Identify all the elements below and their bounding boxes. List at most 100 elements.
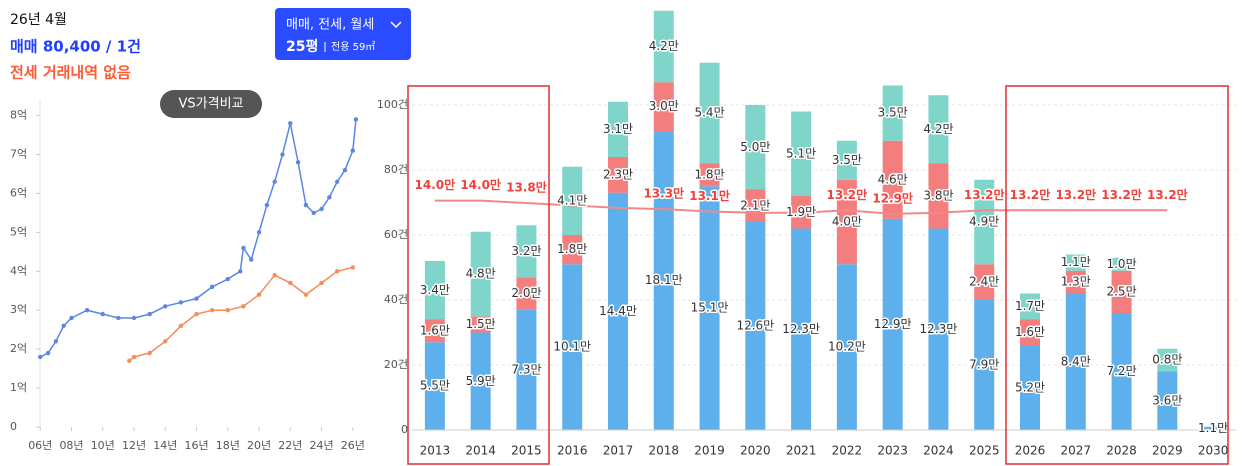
price-point <box>342 167 348 173</box>
x-tick-label: 2026 <box>1015 444 1046 458</box>
x-tick-label: 26년 <box>341 439 365 452</box>
segment-label: 0.8만 <box>1152 353 1182 367</box>
segment-label: 1.8만 <box>557 242 587 256</box>
line-label: 13.2만 <box>827 187 868 202</box>
segment-label: 2.0만 <box>511 286 541 300</box>
dropdown-types[interactable]: 매매, 전세, 월세 <box>286 18 374 33</box>
bar-segment <box>424 342 445 430</box>
x-tick-label: 08년 <box>59 439 83 452</box>
bar-segment <box>424 319 445 343</box>
bar-segment <box>470 332 491 430</box>
bar-segment <box>470 231 491 317</box>
y-tick-label: 3억 <box>10 303 27 316</box>
dropdown-size[interactable]: 25평 <box>286 38 318 55</box>
y-tick-label: 80건 <box>384 163 408 176</box>
y-tick-label: 100건 <box>377 98 408 111</box>
dropdown-bg[interactable] <box>275 8 411 60</box>
line-label: 13.3만 <box>643 186 684 201</box>
price-point <box>194 296 199 301</box>
bar-segment <box>1203 426 1224 430</box>
button-bg[interactable] <box>160 90 262 118</box>
segment-label: 15.1만 <box>691 301 729 315</box>
price-point <box>163 339 168 344</box>
segment-label: 5.1만 <box>786 146 816 160</box>
x-tick-label: 10년 <box>91 439 115 452</box>
filter-dropdown[interactable]: 매매, 전세, 월세 25평 전용 59㎡ <box>275 8 411 60</box>
bar-segment <box>608 157 628 193</box>
price-point <box>194 311 199 317</box>
bar-segment <box>836 264 857 430</box>
chevron[interactable] <box>390 21 402 29</box>
price-point <box>319 280 324 286</box>
price-point <box>225 276 230 282</box>
segment-label: 1.1만 <box>1061 255 1091 269</box>
bar-segment <box>1111 257 1132 271</box>
price-point <box>163 304 168 309</box>
x-tick-label: 06년 <box>28 439 52 452</box>
segment-label: 14.4만 <box>599 304 637 318</box>
button-label[interactable]: VS가격비교 <box>179 97 244 112</box>
x-tick-label: 2023 <box>877 444 908 458</box>
segment-label: 1.6만 <box>420 323 450 337</box>
price-line <box>39 119 357 358</box>
line-label: 13.2만 <box>1147 187 1188 202</box>
segment-label: 3.4만 <box>420 283 450 297</box>
dropdown-area[interactable]: 전용 59㎡ <box>331 41 375 53</box>
segment-label: 1.3만 <box>1061 275 1091 289</box>
y-tick-label: 7억 <box>10 148 27 161</box>
segment-label: 1.8만 <box>694 167 724 181</box>
price-point <box>264 202 270 208</box>
price-point <box>178 323 184 328</box>
segment-label: 7.2만 <box>1106 364 1136 378</box>
price-line <box>128 266 353 362</box>
bar-segment <box>1065 270 1086 294</box>
price-point <box>288 121 293 126</box>
bar-segment <box>516 309 537 430</box>
y-tick-label: 0 <box>10 420 17 433</box>
bar-segment <box>516 225 537 278</box>
price-point <box>241 304 246 309</box>
trade-summary: 매매 80,400 / 1건 <box>10 38 141 56</box>
price-point <box>327 195 332 200</box>
segment-label: 5.5만 <box>420 379 450 393</box>
y-tick-label: 40건 <box>384 293 408 306</box>
x-tick-label: 14년 <box>153 439 177 452</box>
x-tick-label: 2013 <box>420 444 451 458</box>
bar-segment <box>653 10 674 83</box>
price-point <box>249 257 254 262</box>
compare-button[interactable]: VS가격비교 <box>160 90 262 118</box>
x-tick-label: 2028 <box>1106 444 1137 458</box>
y-tick-label: 0 <box>401 423 408 436</box>
segment-label: 1.5만 <box>466 317 496 331</box>
month: 26년 4월 <box>10 12 67 28</box>
average-line <box>434 199 1168 215</box>
segment-label: 2.4만 <box>969 275 999 289</box>
bar-segment <box>1157 371 1178 430</box>
bar-segment <box>1157 348 1178 372</box>
segment-label: 1.7만 <box>1015 299 1045 313</box>
price-point <box>53 339 59 344</box>
bar-segment <box>791 228 812 430</box>
price-point <box>131 354 137 360</box>
segment-label: 1.0만 <box>1106 257 1136 271</box>
x-tick-label: 2018 <box>649 444 680 458</box>
line-label: 13.2만 <box>964 187 1005 202</box>
price-point <box>350 148 356 153</box>
x-tick-label: 24년 <box>309 439 333 452</box>
line-label: 14.0만 <box>460 177 501 192</box>
bar-segment <box>974 300 995 430</box>
segment-label: 1.6만 <box>1015 325 1045 339</box>
bar-segment <box>1020 319 1040 346</box>
segment-label: 2.5만 <box>1106 284 1136 298</box>
segment-label: 12.9만 <box>874 317 912 331</box>
highlight-box <box>407 85 550 465</box>
price-point <box>272 272 277 278</box>
x-tick-label: 2030 <box>1198 444 1229 458</box>
bar-segment <box>836 140 857 180</box>
price-point <box>334 179 340 184</box>
segment-label: 5.0만 <box>740 140 770 154</box>
price-point <box>147 350 152 356</box>
price-point <box>256 230 262 235</box>
segment-label: 3.1만 <box>603 122 633 136</box>
